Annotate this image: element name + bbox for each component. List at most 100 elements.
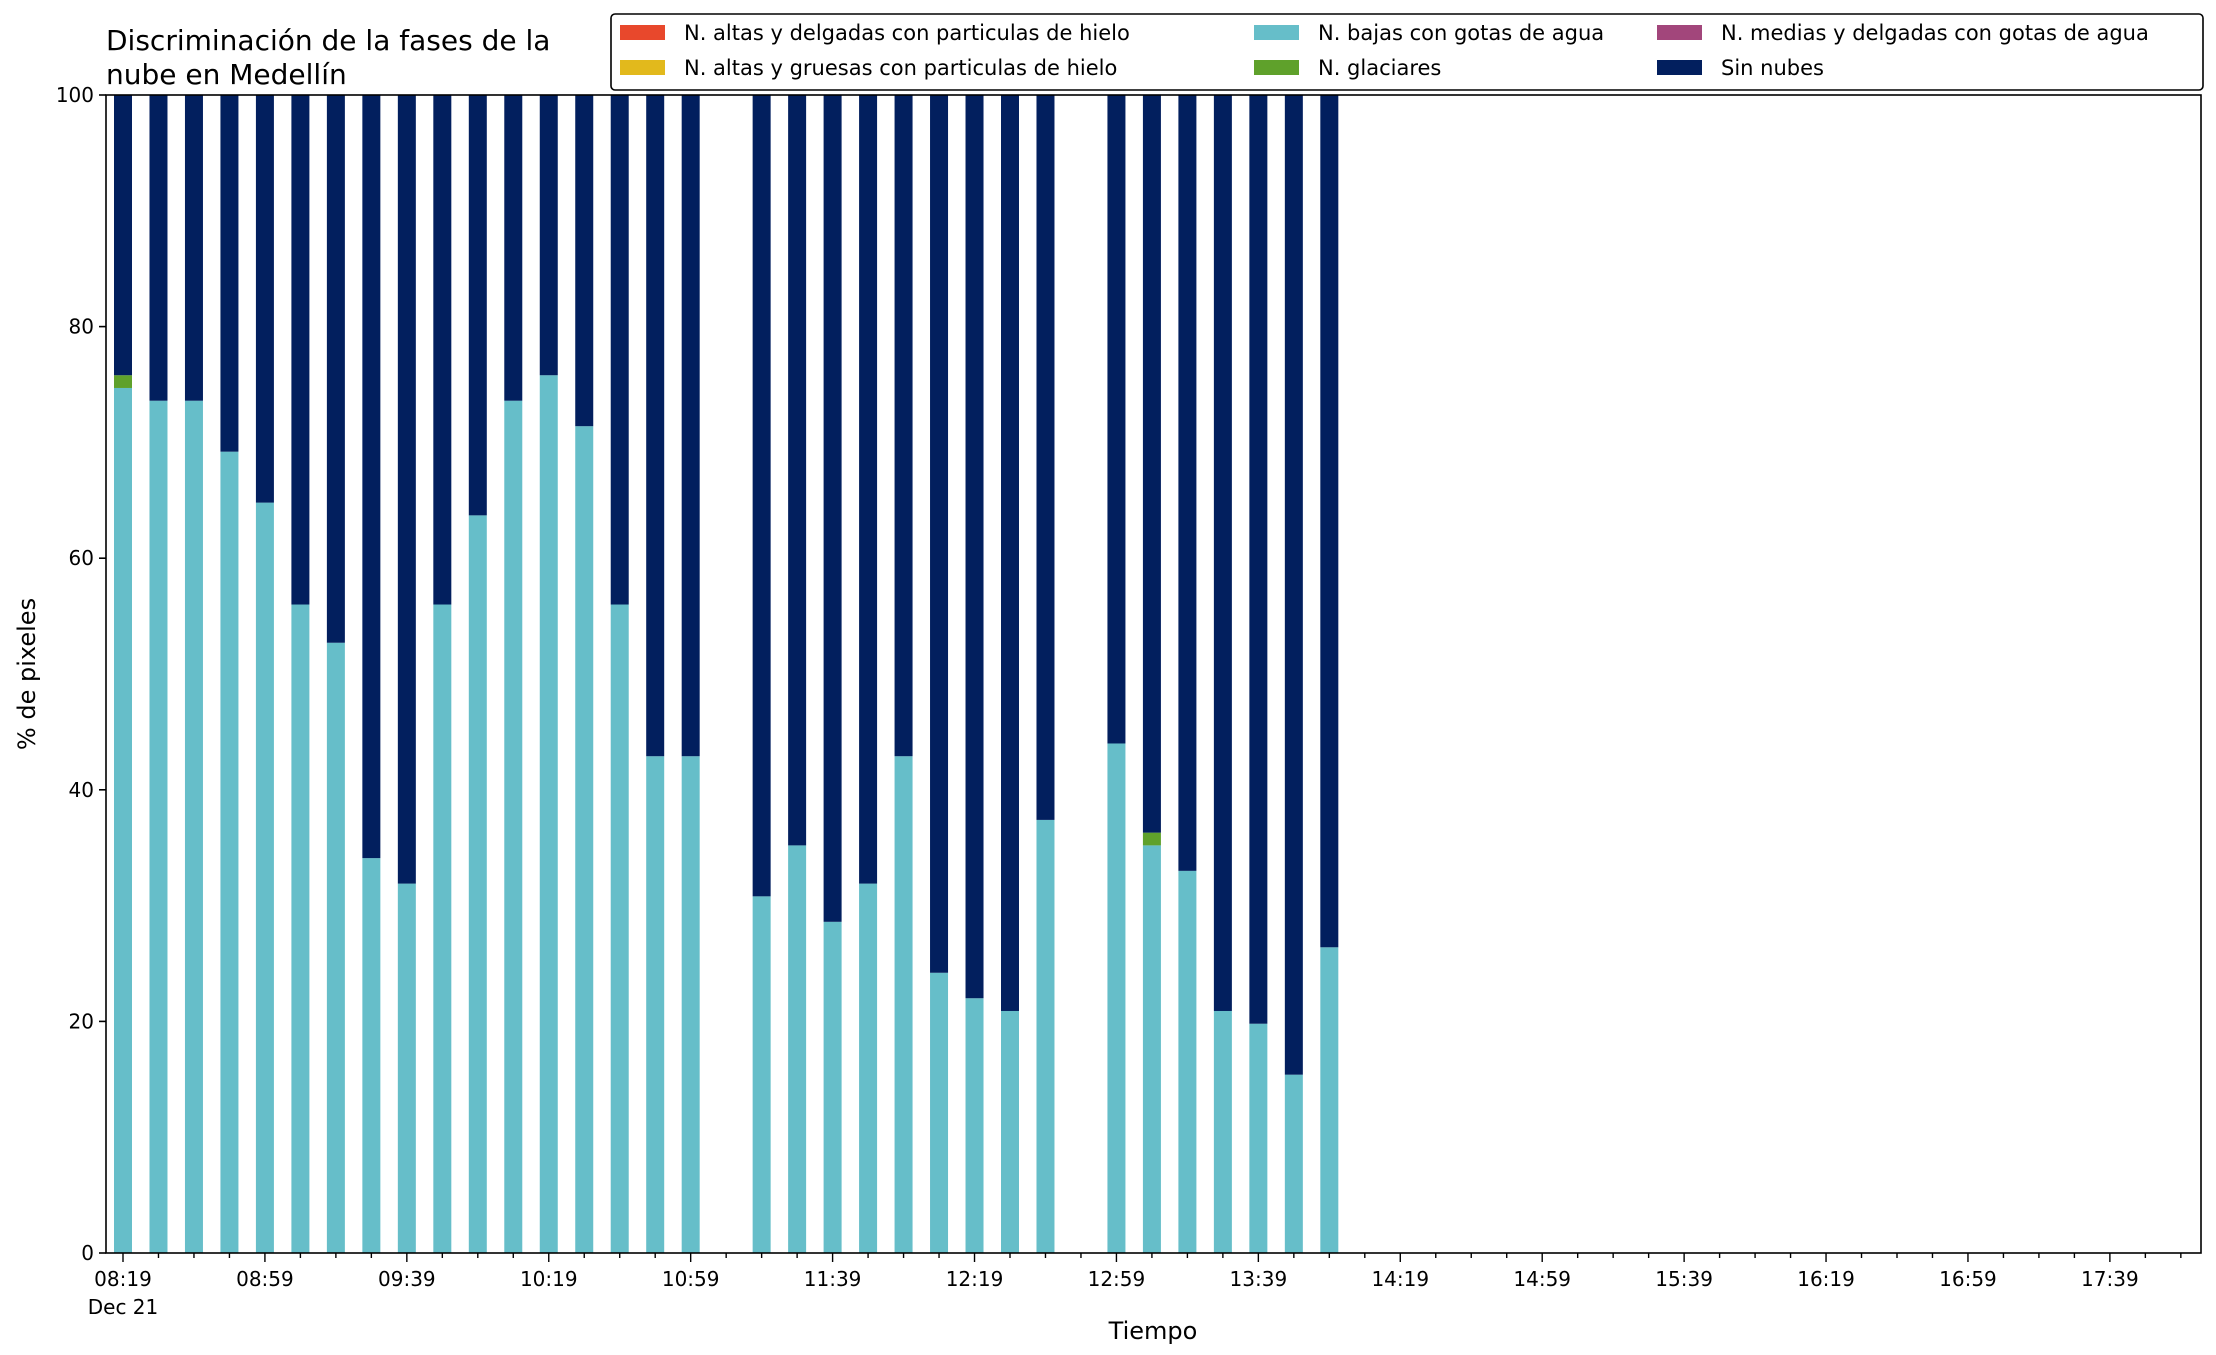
bar-segment-1339-s2 bbox=[1249, 1023, 1268, 1253]
x-tick-label-1739: 17:39 bbox=[2081, 1267, 2139, 1291]
bar-segment-1019-s2 bbox=[539, 375, 558, 1254]
y-tick-label-100: 100 bbox=[56, 83, 94, 107]
x-tick-label-1419: 14:19 bbox=[1371, 1267, 1429, 1291]
y-axis: 0 20 40 60 80 100 bbox=[56, 83, 106, 1265]
legend-label-1: N. altas y gruesas con particulas de hie… bbox=[684, 56, 1117, 80]
bar-segment-0909-s5 bbox=[291, 95, 310, 605]
bar-segment-1259-s2 bbox=[1107, 743, 1126, 1253]
bar-segment-0949-s5 bbox=[433, 95, 452, 605]
bar-segment-0819-s2 bbox=[114, 387, 132, 1253]
legend-swatch-1 bbox=[620, 60, 665, 75]
bar-segment-1039-s2 bbox=[610, 604, 629, 1253]
bar-segment-0929-s2 bbox=[362, 858, 381, 1253]
y-tick-label-20: 20 bbox=[69, 1009, 94, 1033]
bar-segment-0829-s5 bbox=[149, 95, 168, 401]
bar-segment-0919-s5 bbox=[326, 95, 345, 643]
bar-segment-1239-s5 bbox=[1036, 95, 1055, 820]
chart-title-line-2: nube en Medellín bbox=[106, 58, 347, 91]
bar-segment-0839-s5 bbox=[184, 95, 203, 401]
bar-segment-1119-s2 bbox=[752, 896, 771, 1253]
bar-segment-1239-s2 bbox=[1036, 819, 1055, 1253]
x-date-label: Dec 21 bbox=[88, 1295, 159, 1319]
bar-segment-1329-s2 bbox=[1213, 1010, 1232, 1253]
legend-swatch-5 bbox=[1657, 60, 1702, 75]
legend-swatch-2 bbox=[1254, 25, 1299, 40]
y-tick-label-0: 0 bbox=[81, 1241, 94, 1265]
plot-frame bbox=[105, 94, 2202, 1254]
bar-segment-1149-s5 bbox=[859, 95, 878, 884]
chart-title: Discriminación de la fases de la nube en… bbox=[106, 24, 550, 91]
bar-segment-1159-s5 bbox=[894, 95, 913, 757]
bar-segment-1209-s2 bbox=[930, 972, 949, 1253]
bar-segment-1129-s5 bbox=[788, 95, 807, 846]
x-tick-label-0939: 09:39 bbox=[378, 1267, 436, 1291]
bar-segment-0849-s5 bbox=[220, 95, 239, 452]
x-tick-label-1659: 16:59 bbox=[1939, 1267, 1997, 1291]
bar-segment-0819-s3 bbox=[114, 375, 132, 388]
bar-segment-1019-s5 bbox=[539, 95, 558, 376]
legend-label-0: N. altas y delgadas con particulas de hi… bbox=[684, 21, 1130, 45]
bar-segment-1219-s5 bbox=[965, 95, 984, 999]
bar-segment-0929-s5 bbox=[362, 95, 381, 859]
bar-segment-0939-s5 bbox=[397, 95, 416, 884]
bar-segment-0909-s2 bbox=[291, 604, 310, 1253]
bar-segment-1159-s2 bbox=[894, 756, 913, 1253]
legend-swatch-4 bbox=[1657, 25, 1702, 40]
bar-segment-1229-s2 bbox=[1001, 1010, 1019, 1253]
bar-segment-1029-s2 bbox=[575, 426, 594, 1253]
legend-label-2: N. bajas con gotas de agua bbox=[1318, 21, 1604, 45]
y-tick-label-80: 80 bbox=[69, 315, 94, 339]
x-tick-label-1219: 12:19 bbox=[946, 1267, 1004, 1291]
bar-segment-1219-s2 bbox=[965, 998, 984, 1253]
bar-segment-1049-s2 bbox=[646, 756, 665, 1253]
bar-segment-0849-s2 bbox=[220, 451, 239, 1253]
bar-segment-0839-s2 bbox=[184, 400, 203, 1253]
bar-segment-1349-s5 bbox=[1284, 95, 1303, 1075]
bar-segment-1339-s5 bbox=[1249, 95, 1268, 1024]
bar-segment-1359-s5 bbox=[1320, 95, 1339, 948]
bar-segment-1009-s5 bbox=[504, 95, 523, 401]
bar-segment-0819-s5 bbox=[114, 95, 132, 376]
x-tick-label-1259: 12:59 bbox=[1088, 1267, 1146, 1291]
bar-segment-1309-s3 bbox=[1142, 832, 1161, 846]
x-tick-label-1459: 14:59 bbox=[1513, 1267, 1571, 1291]
x-axis: 08:19 08:59 09:39 10:19 10:59 11:39 12:19 12:59… bbox=[88, 1253, 2182, 1319]
bar-segment-1309-s2 bbox=[1142, 845, 1161, 1253]
bar-segment-0919-s2 bbox=[326, 642, 345, 1253]
bar-segment-1139-s5 bbox=[823, 95, 842, 922]
x-tick-label-1619: 16:19 bbox=[1797, 1267, 1855, 1291]
y-axis-label: % de pixeles bbox=[13, 598, 41, 750]
x-tick-label-1019: 10:19 bbox=[520, 1267, 578, 1291]
bar-segment-0959-s5 bbox=[468, 95, 487, 516]
bar-segment-1059-s2 bbox=[681, 756, 700, 1253]
bar-segment-1319-s5 bbox=[1178, 95, 1197, 871]
x-tick-label-1139: 11:39 bbox=[804, 1267, 862, 1291]
bar-segment-1039-s5 bbox=[610, 95, 629, 605]
bar-segment-0859-s2 bbox=[255, 502, 274, 1254]
x-tick-label-1059: 10:59 bbox=[662, 1267, 720, 1291]
bars-layer bbox=[114, 95, 1339, 1254]
bar-segment-0939-s2 bbox=[397, 883, 416, 1253]
legend-swatch-3 bbox=[1254, 60, 1299, 75]
y-tick-label-60: 60 bbox=[69, 546, 94, 570]
bar-segment-0859-s5 bbox=[255, 95, 274, 503]
bar-segment-0959-s2 bbox=[468, 515, 487, 1253]
bar-segment-1329-s5 bbox=[1213, 95, 1232, 1011]
y-tick-label-40: 40 bbox=[69, 778, 94, 802]
x-tick-label-0819: 08:19 bbox=[94, 1267, 152, 1291]
bar-segment-1129-s2 bbox=[788, 845, 807, 1253]
bar-segment-1259-s5 bbox=[1107, 95, 1126, 744]
legend-box bbox=[610, 13, 2204, 91]
bar-segment-1029-s5 bbox=[575, 95, 594, 427]
legend-label-3: N. glaciares bbox=[1318, 56, 1441, 80]
bar-segment-1309-s5 bbox=[1142, 95, 1161, 833]
bar-segment-1049-s5 bbox=[646, 95, 665, 757]
x-axis-label: Tiempo bbox=[1108, 1317, 1198, 1345]
bar-segment-1139-s2 bbox=[823, 921, 842, 1253]
bar-segment-1359-s2 bbox=[1320, 947, 1339, 1253]
bar-segment-1059-s5 bbox=[681, 95, 700, 757]
chart-title-line-1: Discriminación de la fases de la bbox=[106, 24, 550, 57]
legend: N. altas y delgadas con particulas de hi… bbox=[610, 13, 2204, 91]
bar-segment-0829-s2 bbox=[149, 400, 168, 1253]
bar-segment-1229-s5 bbox=[1001, 95, 1019, 1011]
